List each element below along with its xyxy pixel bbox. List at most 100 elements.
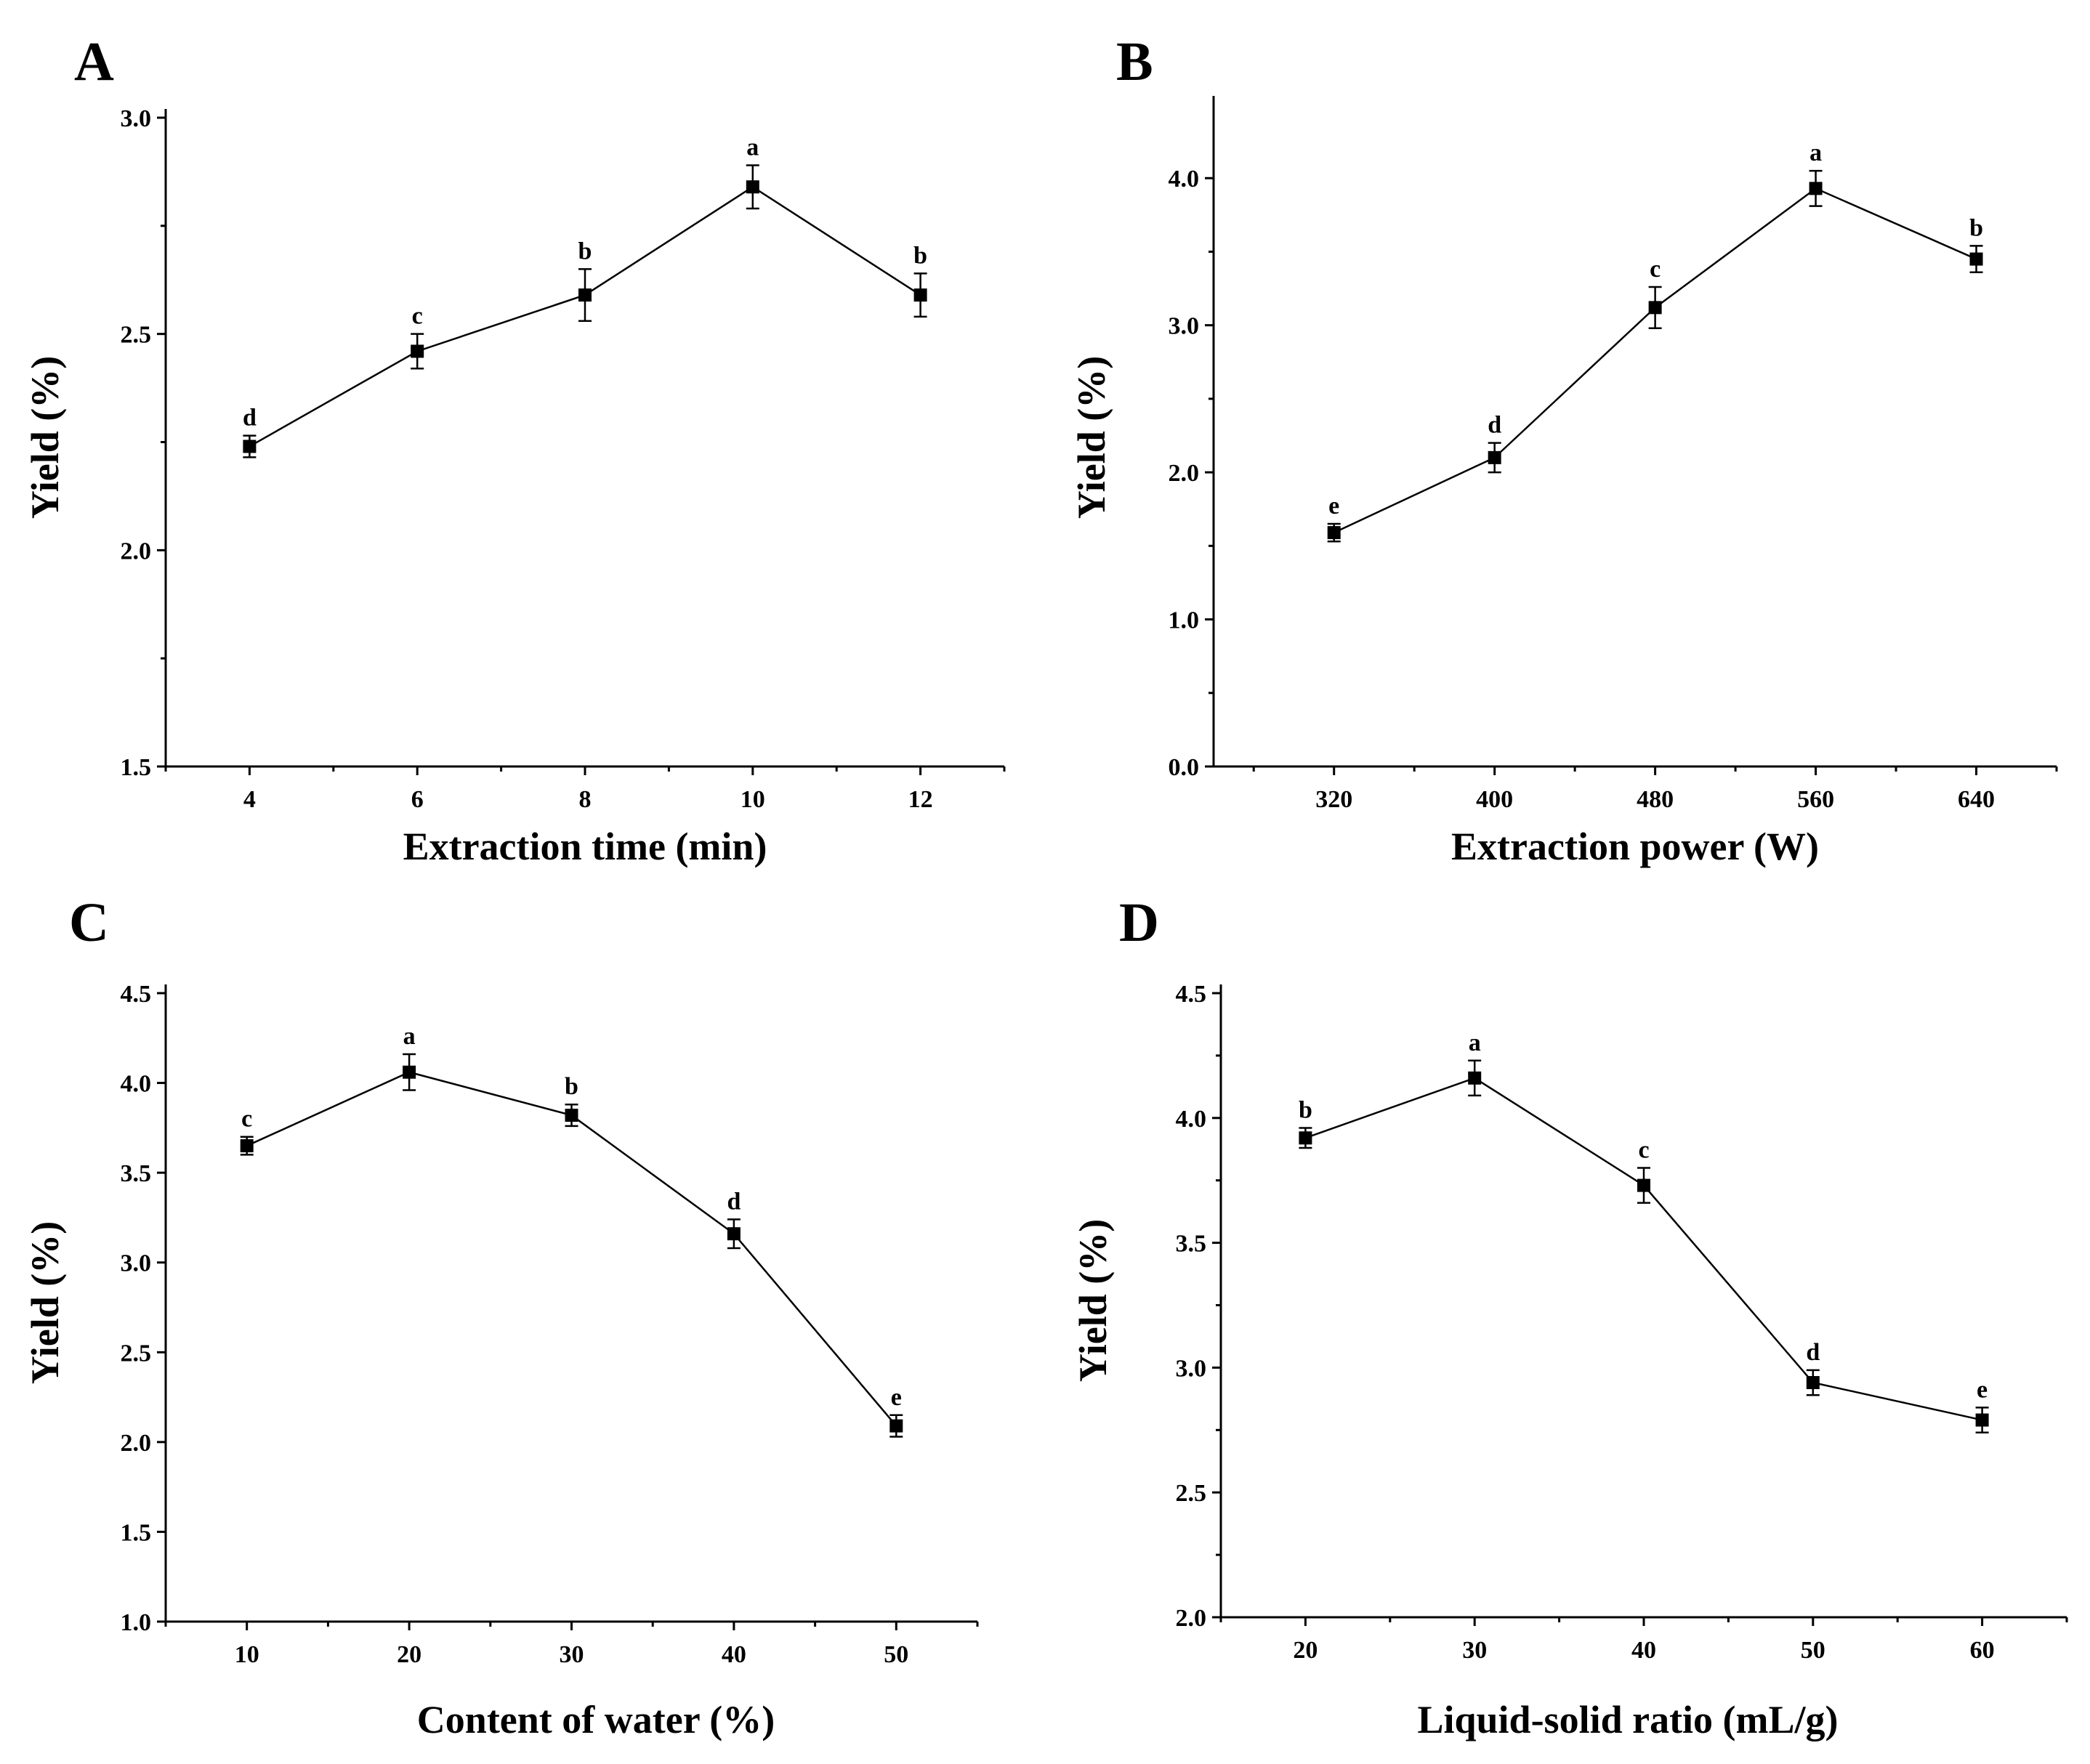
- series-line: [1334, 187, 1977, 534]
- x-axis-title: Extraction power (W): [1451, 825, 1819, 868]
- significance-label: d: [727, 1188, 741, 1215]
- data-marker: [240, 1139, 254, 1153]
- significance-label: a: [1809, 139, 1822, 166]
- plot-area: b a c d e: [1299, 1029, 1989, 1433]
- significance-label: b: [1299, 1097, 1312, 1124]
- x-tick-label: 50: [1801, 1637, 1825, 1664]
- data-marker: [1327, 526, 1341, 540]
- data-point: a: [746, 134, 759, 210]
- y-tick-label: 3.5: [121, 1160, 152, 1187]
- data-marker: [403, 1065, 416, 1079]
- x-tick-label: 60: [1970, 1637, 1995, 1664]
- series-line: [1304, 1077, 1982, 1421]
- x-tick-label: 400: [1476, 786, 1513, 813]
- plot-area: d c b a b: [243, 134, 927, 458]
- data-point: d: [727, 1188, 741, 1250]
- data-marker: [913, 288, 927, 302]
- significance-label: a: [403, 1023, 416, 1050]
- data-marker: [1806, 1376, 1820, 1390]
- data-marker: [746, 180, 759, 194]
- y-tick-label: 3.0: [1169, 313, 1200, 340]
- x-tick-label: 8: [579, 786, 592, 813]
- y-tick-label: 2.5: [121, 1340, 152, 1367]
- data-point: d: [1488, 412, 1501, 474]
- data-marker: [411, 344, 424, 358]
- data-point: b: [1969, 214, 1983, 274]
- data-marker: [243, 440, 257, 453]
- data-marker: [1809, 182, 1823, 195]
- x-tick-label: 4: [243, 786, 256, 813]
- x-tick-label: 480: [1637, 786, 1674, 813]
- y-tick-label: 1.5: [121, 1519, 152, 1546]
- y-tick-label: 2.0: [121, 538, 152, 565]
- data-point: c: [1648, 256, 1662, 329]
- significance-label: d: [243, 405, 257, 432]
- panel-letter: C: [69, 892, 109, 953]
- y-tick-label: 4.0: [121, 1071, 152, 1098]
- x-axis-title: Extraction time (min): [403, 825, 767, 868]
- panel-letter: A: [74, 31, 114, 92]
- y-axis-title: Yield (%): [1070, 356, 1113, 519]
- x-tick-label: 12: [908, 786, 933, 813]
- data-marker: [1969, 252, 1983, 266]
- data-marker: [1488, 450, 1501, 464]
- x-tick-label: 10: [741, 786, 765, 813]
- tick-group: 0.0 1.0 2.0 3.0 4.0 320 400 480 560 640: [1169, 166, 2058, 813]
- x-tick-label: 560: [1797, 786, 1834, 813]
- x-axis-title: Content of water (%): [417, 1698, 775, 1741]
- significance-label: d: [1488, 412, 1501, 439]
- data-point: a: [1468, 1029, 1482, 1097]
- data-point: c: [1637, 1137, 1650, 1204]
- chart-panel-a: A Extraction time (min) Yield (%) 1.5 2.0…: [23, 31, 1006, 868]
- significance-label: b: [1969, 214, 1983, 241]
- data-point: b: [565, 1073, 578, 1128]
- significance-label: e: [891, 1384, 902, 1411]
- y-tick-label: 2.5: [121, 322, 152, 349]
- y-tick-label: 1.0: [121, 1609, 152, 1636]
- x-tick-label: 10: [235, 1641, 259, 1668]
- y-tick-label: 4.0: [1176, 1106, 1207, 1133]
- data-marker: [727, 1227, 741, 1241]
- y-tick-label: 4.5: [1176, 981, 1207, 1008]
- y-tick-label: 2.0: [1176, 1605, 1207, 1632]
- data-marker: [1637, 1178, 1650, 1192]
- significance-label: c: [412, 303, 423, 330]
- chart-panel-b: B Extraction power (W) Yield (%) 0.0 1.0 2…: [1070, 31, 2058, 868]
- y-tick-label: 0.0: [1169, 754, 1200, 781]
- x-tick-label: 40: [722, 1641, 746, 1668]
- x-tick-label: 50: [884, 1641, 908, 1668]
- x-tick-label: 6: [411, 786, 424, 813]
- x-tick-label: 20: [1293, 1637, 1318, 1664]
- tick-group: 1.0 1.5 2.0 2.5 3.0 3.5 4.0 4.5 10 20 30 40 50: [121, 981, 979, 1668]
- significance-label: c: [1638, 1137, 1649, 1164]
- y-axis-title: Yield (%): [23, 356, 67, 519]
- x-tick-label: 640: [1958, 786, 1995, 813]
- data-point: d: [1806, 1339, 1820, 1396]
- data-point: a: [1809, 139, 1823, 207]
- data-point: e: [1327, 493, 1341, 543]
- y-tick-label: 3.5: [1176, 1231, 1207, 1258]
- y-axis-title: Yield (%): [23, 1221, 67, 1384]
- significance-label: a: [1469, 1029, 1481, 1056]
- significance-label: e: [1328, 493, 1339, 519]
- data-point: b: [1299, 1097, 1312, 1149]
- significance-label: c: [241, 1106, 252, 1133]
- tick-group: 2.0 2.5 3.0 3.5 4.0 4.5 20 30 40 50 60: [1176, 981, 2068, 1664]
- y-tick-label: 3.0: [1176, 1355, 1207, 1382]
- chart-panel-d: D Liquid-solid ratio (mL/g) Yield (%) 2.…: [1071, 892, 2068, 1741]
- y-tick-label: 3.0: [121, 105, 152, 132]
- y-tick-label: 2.5: [1176, 1480, 1207, 1507]
- y-tick-label: 2.0: [1169, 460, 1200, 487]
- data-point: c: [411, 303, 424, 370]
- data-marker: [1299, 1131, 1312, 1145]
- data-point: c: [240, 1106, 254, 1156]
- chart-panel-c: C Content of water (%) Yield (%) 1.0 1.5 2…: [23, 892, 979, 1741]
- y-tick-label: 4.0: [1169, 166, 1200, 193]
- data-point: e: [1975, 1376, 1989, 1433]
- data-point: d: [243, 405, 257, 458]
- x-tick-label: 320: [1315, 786, 1352, 813]
- significance-label: c: [1650, 256, 1661, 283]
- data-point: a: [403, 1023, 416, 1091]
- y-tick-label: 4.5: [121, 981, 152, 1008]
- data-point: b: [578, 238, 592, 323]
